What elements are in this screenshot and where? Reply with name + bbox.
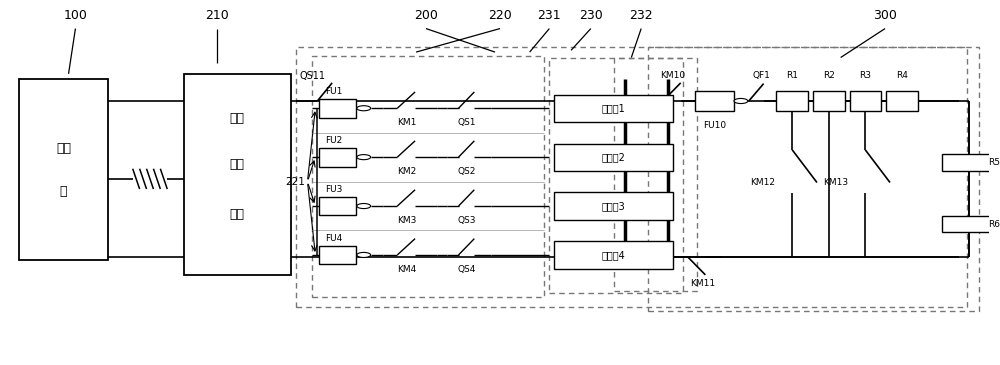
- Text: 230: 230: [579, 9, 603, 22]
- Text: QS1: QS1: [457, 118, 476, 127]
- Text: 充电轨2: 充电轨2: [602, 152, 625, 162]
- Text: 充电轨4: 充电轨4: [602, 250, 625, 260]
- Bar: [614, 58, 697, 291]
- Text: 充电轨1: 充电轨1: [602, 103, 625, 113]
- Bar: [549, 58, 683, 293]
- Text: 充电轨3: 充电轨3: [602, 201, 625, 211]
- Bar: [850, 91, 881, 111]
- Text: QF1: QF1: [753, 71, 771, 80]
- Text: 100: 100: [64, 9, 87, 22]
- Text: 200: 200: [414, 9, 438, 22]
- Bar: [648, 47, 979, 311]
- Bar: [942, 154, 996, 171]
- Text: KM3: KM3: [398, 216, 417, 225]
- Bar: [776, 91, 808, 111]
- Bar: [886, 91, 918, 111]
- Text: 231: 231: [538, 9, 561, 22]
- Circle shape: [357, 106, 371, 111]
- Bar: [554, 143, 673, 171]
- Bar: [813, 91, 845, 111]
- Bar: [312, 56, 544, 297]
- Text: KM1: KM1: [398, 118, 417, 127]
- Text: QS11: QS11: [299, 71, 325, 81]
- Text: 第一: 第一: [230, 112, 245, 124]
- Text: 变压: 变压: [56, 142, 71, 155]
- Circle shape: [357, 155, 371, 160]
- Text: R5: R5: [988, 158, 1000, 167]
- Bar: [554, 95, 673, 122]
- Text: 232: 232: [629, 9, 653, 22]
- Bar: [554, 241, 673, 269]
- Bar: [942, 216, 996, 232]
- Text: FU1: FU1: [325, 88, 343, 96]
- Text: R4: R4: [896, 71, 908, 80]
- Text: 充电: 充电: [230, 158, 245, 171]
- Text: FU2: FU2: [325, 137, 343, 145]
- Text: KM11: KM11: [690, 280, 715, 288]
- Text: KM2: KM2: [398, 167, 417, 176]
- Bar: [19, 79, 108, 260]
- Text: QS3: QS3: [457, 216, 476, 225]
- Text: QS2: QS2: [457, 167, 476, 176]
- Bar: [695, 91, 734, 111]
- Bar: [184, 74, 291, 275]
- Text: FU4: FU4: [325, 234, 343, 243]
- Text: 器: 器: [60, 185, 67, 198]
- Bar: [319, 99, 356, 118]
- Circle shape: [734, 99, 748, 104]
- Bar: [296, 47, 967, 307]
- Text: R1: R1: [786, 71, 798, 80]
- Text: R6: R6: [988, 220, 1000, 228]
- Text: 电路: 电路: [230, 208, 245, 221]
- Text: FU3: FU3: [325, 185, 343, 194]
- Text: KM10: KM10: [660, 71, 685, 80]
- Text: 220: 220: [488, 9, 512, 22]
- Text: 221: 221: [286, 177, 305, 187]
- Text: KM4: KM4: [398, 265, 417, 274]
- Text: 300: 300: [873, 9, 897, 22]
- Text: 210: 210: [205, 9, 229, 22]
- Circle shape: [357, 204, 371, 208]
- Bar: [319, 148, 356, 166]
- Bar: [554, 192, 673, 220]
- Text: QS4: QS4: [457, 265, 476, 274]
- Text: KM12: KM12: [750, 178, 775, 187]
- Bar: [319, 246, 356, 264]
- Circle shape: [357, 253, 371, 257]
- Bar: [319, 197, 356, 215]
- Text: R3: R3: [859, 71, 871, 80]
- Text: FU10: FU10: [703, 121, 726, 130]
- Text: R2: R2: [823, 71, 835, 80]
- Text: KM13: KM13: [823, 178, 848, 187]
